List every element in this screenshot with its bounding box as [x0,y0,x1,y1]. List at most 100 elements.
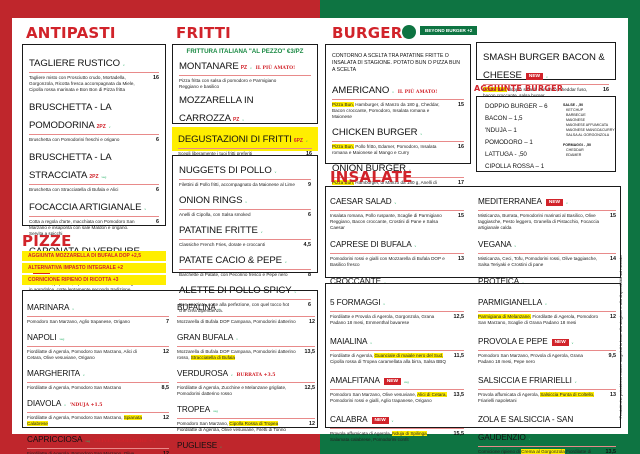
vegetarian-tag: v [82,373,85,377]
burgers-title: BURGERS [332,24,414,42]
menu-item: ZOLA E SALSICCIA - SAN GAUDENZIO v Cornici… [478,409,616,454]
divider [27,316,169,317]
menu-item: PARMIGIANELLA v Parmigiana di Melanzane, … [478,292,616,326]
price: 12 [163,415,169,421]
menu-item: CAESAR SALAD v Insalata romana, Pollo rusp… [330,191,464,231]
menu-item-header: TAGLIERE RUSTICO v [29,53,159,71]
salsa-item: SALSA AL GORGONZOLA [566,133,610,137]
menu-item-name: 5 FORMAGGI [330,298,381,307]
menu-item-description: Provola affumicata di Agerola, Nduja di … [330,431,464,443]
pizze-column-4: PARMIGIANELLA v Parmigiana di Melanzane, … [478,292,616,454]
divider [177,418,315,419]
menu-item-header: CAPRICCIOSA veg OLIVE TAGGIASCHE +1 [27,429,169,447]
price: 6 [156,219,159,225]
menu-item-description: Cotta a regola d'arte, macchiata con Pom… [29,219,159,237]
menu-item: ALETTE DI POLLO SPICY v Ben speziate, cott… [179,280,311,314]
description-text: Scegli liberamente i tuoi fritti preferi… [178,151,253,156]
menu-item-header: MONTANARE PZ v IL PIÙ AMATO! [179,56,311,74]
menu-item-description: Fiordilatte di Agerola, Zucchine e Melan… [177,385,315,397]
divider [478,210,616,211]
degustazione-box: DEGUSTAZIONI DI FRITTI 6PZ v Scegli liberam… [172,127,318,157]
menu-item-header: MAIALINA v [330,331,464,349]
divider [29,134,159,135]
menu-item-header: 5 FORMAGGI v [330,292,464,310]
description-text: Fiordilatte di Agerola, Pomodoro San Mar… [27,451,135,454]
menu-item-name: AMERICANO [332,85,390,96]
pizze-box-left: MARINARA v Pomodoro San Marzano, Aglio tra… [22,290,318,454]
divider [29,216,159,217]
menu-item: ONION RINGS v Anelli di Cipolla, con Salsa… [179,190,311,218]
description-text-2: Fiordilatte di Agerola, Pomodoro San Mar… [478,314,599,325]
menu-item-name: PROVOLA E PEPE [478,337,548,346]
highlighted-ingredient: Alici di Cetara, [417,392,447,397]
menu-item-name: BRUSCHETTA - LA POMODORINA [29,102,112,131]
vegetarian-tag: v [391,419,394,423]
price: 13,5 [453,392,465,398]
menu-item-header: NUGGETS DI POLLO v [179,160,311,178]
vegetarian-tag: v [545,302,547,306]
menu-item: NAPOLI veg Fiordilatte di Agerola, Pomodor… [27,327,169,361]
price: 16 [458,144,464,150]
menu-item-name: MARGHERITA [27,369,80,378]
price: 13 [610,392,616,398]
menu-item-name: ONION BURGER [332,163,406,174]
divider [178,148,312,149]
price: 13 [458,256,464,262]
salse-title: SALSE - ,50 [563,103,584,107]
description-text: Insalata romana, Pollo ruspante, Scaglie… [330,213,442,230]
menu-item: FOCACCIA ARTIGIANALE v Cotta a regola d'ar… [29,197,159,237]
menu-item-description: Pizza fritta con salsa di pomodoro e Par… [179,78,311,90]
divider [483,84,609,85]
menu-item: AMATRICIANAvPomodoro San Marzano, Pecori… [330,448,464,454]
menu-item-header: PUGLIESE v [177,435,315,453]
menu-item-name: PATATINE FRITTE [179,225,258,236]
vegetarian-tag: veg [85,439,91,443]
menu-item: AMERICANO v IL PIÙ AMATO! Pizza Bun, Hambu… [332,80,464,120]
price: 13,5 [605,449,617,454]
pieces-tag: PZ [232,117,240,123]
highlight-ribbon: IL PIÙ AMATO! [397,90,438,95]
price: 8,5 [161,385,170,391]
menu-item-description: Pomodoro San Marzano, Aglio trapanese, O… [27,319,169,325]
menu-item-header: DEGUSTAZIONI DI FRITTI 6PZ v [178,129,312,147]
menu-item-header: MOZZARELLA IN CARROZZA PZ v [179,90,311,126]
divider [332,141,464,142]
description-text-2: Hamburger, di Manzo da 180 g, Cheddar, B… [332,102,440,119]
highlight-ribbon: 'NDUJA +1.5 [69,403,103,408]
menu-card: ANTIPASTI TAGLIERE RUSTICO v Tagliere mist… [12,18,628,454]
vegetarian-tag: v [392,90,394,94]
menu-item-name: MAIALINA [330,337,368,346]
price: 16 [306,151,312,157]
divider [478,350,616,351]
menu-item: TROPEA veg Pomodoro San Marzano, Cipolla R… [177,399,315,433]
aggiunte-list: DOPPIO BURGER – 6 BACON – 1,5 'NDUJA – 1 PO… [485,101,548,173]
divider [27,412,169,413]
menu-item-description: Pizza Bun, Pollo fritto, Edamer, Pomodor… [332,144,464,156]
menu-item: CAPRESE DI BUFALA v Pomodorini rossi e gia… [330,234,464,268]
price: 8 [308,272,311,278]
menu-item-name: CALABRA [330,415,368,424]
menu-item-name: FOCACCIA ARTIGIANALE [29,202,142,213]
price: 11,5 [453,353,464,359]
vegetarian-tag: v [230,373,233,377]
menu-item-description: Insalata romana, Pollo ruspante, Scaglie… [330,213,464,231]
menu-item-description: Fiordilatte di Agerola, Guanciale di mai… [330,353,464,365]
menu-item-description: Misticanza, Ceci, Tofu, Pomodorini rossi… [478,256,616,268]
new-badge: NEW [545,199,564,206]
divider [179,299,311,300]
divider [179,209,311,210]
price: 9,5 [608,353,617,359]
description-text: Mozzarella di Bufala DOP Campana, Pomodo… [177,349,296,360]
menu-item: CALABRA NEW v Provola affumicata di Agerola… [330,409,464,443]
menu-item-description: Misticanza, Burrata, Pomodorini marinati… [478,213,616,231]
description-text-2: Fiordilatte di Agerola, Olive vesuviane,… [177,427,286,432]
vegetarian-tag: veg [213,409,218,413]
menu-item-name: BUFALINA [177,303,216,312]
description-text: Provola affumicata di Agerola, [478,392,539,397]
new-badge: NEW [371,417,389,424]
menu-item: GRAN BUFALA v Mozzarella di Bufala DOP Cam… [177,327,315,361]
divider [29,72,159,73]
vegetarian-tag: v [305,139,308,143]
divider [179,239,311,240]
price: 12 [610,314,616,320]
